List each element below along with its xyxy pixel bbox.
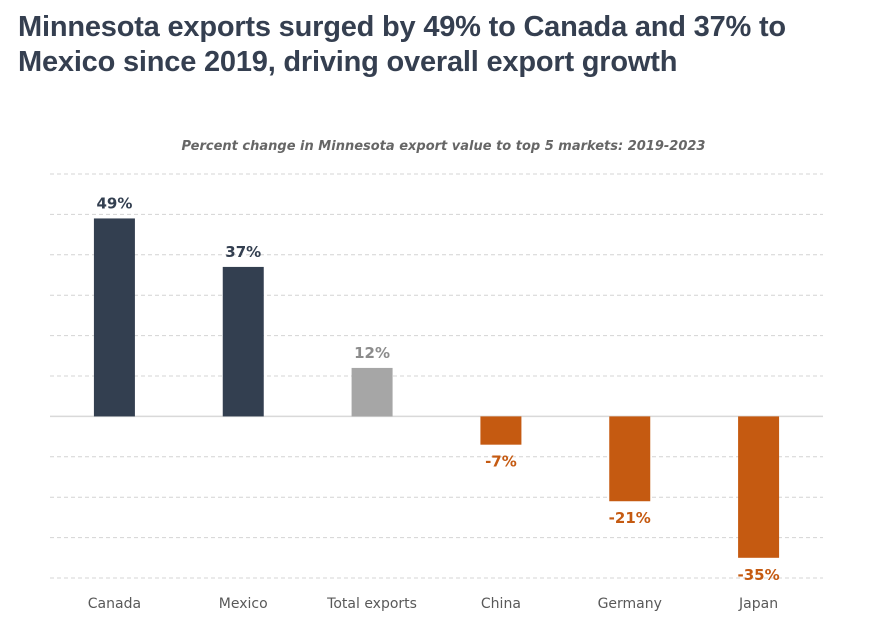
category-label: Total exports [326, 596, 417, 612]
chart-title: Percent change in Minnesota export value… [181, 139, 706, 154]
category-label: Canada [88, 596, 141, 612]
data-labels: 49% 37% 12% -7% -21% -35% [96, 194, 779, 583]
category-label: Mexico [219, 596, 268, 612]
data-label: 49% [96, 194, 132, 212]
bar-canada [93, 218, 135, 417]
data-label: 37% [225, 243, 261, 261]
headline: Minnesota exports surged by 49% to Canad… [18, 11, 786, 78]
gridlines [50, 173, 823, 579]
category-label: China [481, 596, 521, 612]
bar-germany [609, 416, 651, 502]
bar-total-exports [351, 367, 393, 417]
data-label: 12% [354, 344, 390, 362]
data-label: -7% [485, 453, 517, 471]
category-labels: Canada Mexico Total exports China Germany Jap… [88, 596, 778, 612]
data-label: -35% [738, 566, 780, 584]
bars [93, 218, 780, 558]
category-label: Japan [738, 596, 778, 612]
bar-japan [738, 416, 780, 558]
data-label: -21% [609, 509, 651, 527]
bar-mexico [222, 266, 264, 417]
category-label: Germany [598, 596, 662, 612]
bar-china [480, 416, 522, 445]
